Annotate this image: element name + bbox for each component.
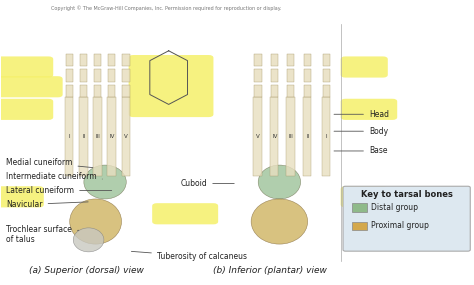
Text: Distal group: Distal group — [371, 203, 418, 212]
FancyBboxPatch shape — [0, 76, 63, 97]
Text: I: I — [326, 134, 328, 139]
Text: Trochlear surface
of talus: Trochlear surface of talus — [6, 225, 79, 244]
Bar — [271, 54, 278, 66]
Bar — [255, 69, 262, 82]
Text: II: II — [82, 134, 85, 139]
FancyBboxPatch shape — [341, 56, 388, 78]
Text: Key to tarsal bones: Key to tarsal bones — [361, 190, 453, 199]
Bar — [270, 97, 278, 176]
Bar — [94, 85, 101, 97]
Text: III: III — [96, 134, 100, 139]
FancyBboxPatch shape — [341, 186, 388, 207]
Bar — [66, 85, 73, 97]
FancyBboxPatch shape — [128, 55, 213, 117]
Bar — [254, 97, 262, 176]
Bar — [303, 97, 311, 176]
Text: (a) Superior (dorsal) view: (a) Superior (dorsal) view — [29, 266, 144, 275]
Text: Lateral cuneiform: Lateral cuneiform — [6, 186, 112, 195]
Bar — [322, 97, 330, 176]
Text: Intermediate cuneiform: Intermediate cuneiform — [6, 172, 102, 181]
Bar — [286, 97, 295, 176]
Bar — [108, 97, 116, 176]
FancyBboxPatch shape — [0, 99, 53, 120]
FancyBboxPatch shape — [0, 56, 53, 78]
Bar — [121, 97, 130, 176]
Text: Proximal group: Proximal group — [371, 221, 429, 230]
Bar — [66, 54, 73, 66]
Bar — [255, 54, 262, 66]
FancyBboxPatch shape — [341, 99, 397, 120]
Bar — [109, 54, 116, 66]
Text: Head: Head — [334, 110, 389, 119]
Ellipse shape — [73, 228, 104, 252]
Ellipse shape — [258, 165, 301, 199]
Ellipse shape — [70, 199, 121, 244]
Bar — [94, 69, 101, 82]
FancyBboxPatch shape — [343, 186, 470, 251]
Text: V: V — [256, 134, 260, 139]
Bar — [66, 69, 73, 82]
Ellipse shape — [84, 165, 126, 199]
Bar — [255, 85, 262, 97]
FancyBboxPatch shape — [0, 186, 44, 207]
Text: III: III — [289, 134, 293, 139]
Text: I: I — [69, 134, 71, 139]
Bar — [287, 69, 294, 82]
Text: Base: Base — [334, 146, 387, 155]
Bar — [65, 97, 73, 176]
Bar — [323, 69, 330, 82]
Bar — [109, 85, 116, 97]
Bar — [79, 97, 88, 176]
Text: Tuberosity of calcaneus: Tuberosity of calcaneus — [131, 251, 247, 261]
Bar — [93, 97, 102, 176]
Bar — [109, 69, 116, 82]
Text: Cuboid: Cuboid — [181, 179, 234, 188]
Bar — [122, 69, 129, 82]
Bar — [80, 85, 87, 97]
Text: Navicular: Navicular — [6, 200, 88, 209]
Text: IV: IV — [109, 134, 115, 139]
Bar — [323, 54, 330, 66]
Bar — [122, 54, 129, 66]
Text: Copyright © The McGraw-Hill Companies, Inc. Permission required for reproduction: Copyright © The McGraw-Hill Companies, I… — [51, 6, 282, 11]
Bar — [353, 221, 366, 230]
Text: V: V — [124, 134, 128, 139]
Bar — [271, 69, 278, 82]
Bar — [304, 85, 311, 97]
Bar — [94, 54, 101, 66]
Bar — [287, 54, 294, 66]
Bar — [80, 54, 87, 66]
Bar — [323, 85, 330, 97]
Bar — [80, 69, 87, 82]
Text: Body: Body — [334, 127, 388, 136]
FancyBboxPatch shape — [152, 203, 218, 224]
Ellipse shape — [251, 199, 308, 244]
Bar — [287, 85, 294, 97]
Bar — [304, 69, 311, 82]
Text: Medial cuneiform: Medial cuneiform — [6, 158, 93, 168]
Bar — [122, 85, 129, 97]
Text: II: II — [306, 134, 310, 139]
Text: IV: IV — [272, 134, 277, 139]
Bar — [271, 85, 278, 97]
Bar — [353, 203, 366, 212]
Bar — [304, 54, 311, 66]
Text: (b) Inferior (plantar) view: (b) Inferior (plantar) view — [213, 266, 327, 275]
